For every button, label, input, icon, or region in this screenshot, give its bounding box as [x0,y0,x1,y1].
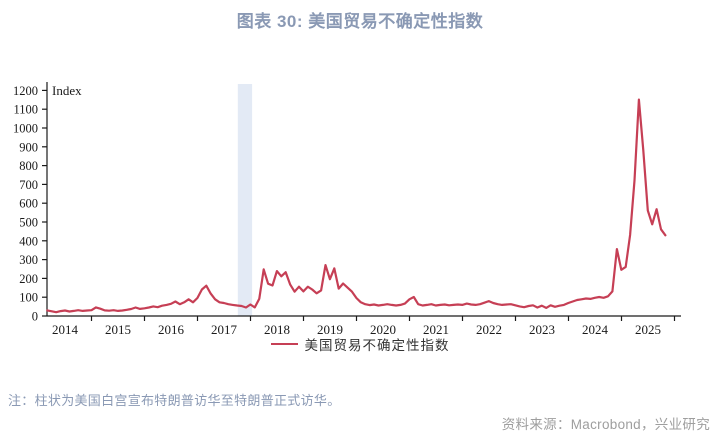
x-axis-ticks: 2014 2015 2016 2017 2018 2019 2020 2021 2022 2023… [52,316,676,337]
x-tick-label: 2018 [264,322,290,337]
y-tick-label: 1200 [13,84,38,98]
x-tick-label: 2017 [211,322,238,337]
chart-legend: 美国贸易不确定性指数 [0,334,720,354]
y-tick-label: 900 [19,140,38,154]
chart-footnote: 注：柱状为美国白宫宣布特朗普访华至特朗普正式访华。 [8,393,341,408]
y-tick-label: 400 [19,234,38,248]
x-tick-label: 2020 [370,322,396,337]
highlight-band [237,84,253,316]
x-tick-label: 2023 [529,322,555,337]
y-axis-unit-label: Index [52,83,82,98]
y-tick-label: 300 [19,253,38,267]
x-tick-label: 2021 [423,322,449,337]
y-tick-label: 1100 [13,103,38,117]
x-tick-label: 2025 [635,322,661,337]
y-tick-label: 700 [19,178,38,192]
y-tick-label: 1000 [13,122,38,136]
chart-title: 图表 30: 美国贸易不确定性指数 [236,12,484,31]
x-tick-label: 2024 [582,322,609,337]
y-tick-label: 500 [19,216,38,230]
axes [46,82,681,317]
x-tick-label: 2022 [476,322,502,337]
x-tick-label: 2016 [158,322,185,337]
data-source-credit: 资料来源：Macrobond，兴业研究 [501,417,710,432]
legend-line-swatch [270,343,298,345]
y-tick-label: 0 [32,310,38,324]
y-tick-label: 100 [19,291,38,305]
y-tick-label: 800 [19,159,38,173]
y-axis-ticks: 0 100 200 300 400 500 600 700 800 900 1000 1100 1200 [13,84,47,324]
x-tick-label: 2014 [52,322,79,337]
series-line-trade-uncertainty [46,98,667,314]
legend-series-label: 美国贸易不确定性指数 [304,338,450,353]
y-tick-label: 600 [19,197,38,211]
y-tick-label: 200 [19,272,38,286]
x-tick-label: 2019 [317,322,343,337]
line-chart-canvas: 0 100 200 300 400 500 600 700 800 900 1000 1100 1200… [13,82,681,337]
x-tick-label: 2015 [105,322,131,337]
